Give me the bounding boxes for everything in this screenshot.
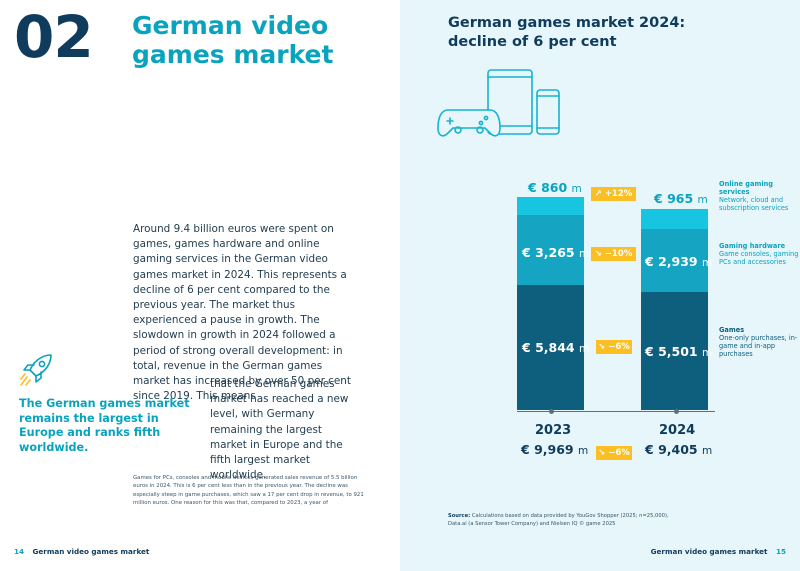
label-2023-games: € 5,844 m [522, 340, 590, 355]
rocket-icon [20, 354, 52, 386]
label-2024-hardware: € 2,939 m [645, 254, 713, 269]
year-label-2023: 2023 [535, 423, 572, 438]
legend-games: Games One-only purchases, in-game and in… [719, 326, 798, 358]
bar-2024-games [641, 292, 708, 410]
body-paragraph: Around 9.4 billion euros were spent on g… [133, 223, 351, 403]
page-number: 14 [14, 547, 25, 556]
axis-tick-2023 [549, 409, 554, 414]
bar-2023-games [517, 284, 584, 410]
source-note: Source: Calculations based on data provi… [448, 513, 669, 527]
legend-hardware: Gaming hardware Game consoles, gaming PC… [719, 242, 799, 266]
footnote-text: Games for PCs, consoles and mobile devic… [133, 475, 364, 507]
footer-left: 14 German video games market [14, 547, 149, 556]
right-page [400, 0, 800, 571]
body-paragraph-continued: that the German games market has reached… [210, 378, 349, 482]
year-label-2024: 2024 [659, 423, 696, 438]
change-badge-total: ↘ −6% [596, 446, 632, 460]
chart-title: German games market 2024: decline of 6 p… [448, 15, 686, 50]
footer-right: German video games market 15 [651, 547, 786, 556]
label-2023-online: € 860 m [528, 180, 582, 195]
change-badge-online: ↗ +12% [591, 187, 636, 201]
total-2024: € 9,405 m [645, 442, 713, 457]
callout-text: The German games market remains the larg… [19, 397, 190, 454]
chapter-number: 02 [14, 3, 94, 71]
label-2024-games: € 5,501 m [645, 344, 713, 359]
x-axis-line [517, 411, 715, 412]
left-page: 02 German video games market Around 9.4 … [14, 3, 364, 556]
footer-title-right: German video games market [650, 547, 768, 556]
legend-online: Online gaming services Network, cloud an… [719, 180, 789, 212]
label-2023-hardware: € 3,265 m [522, 245, 590, 260]
chapter-title: German video games market [132, 11, 334, 69]
page-number-right: 15 [775, 547, 786, 556]
bar-2023-online [517, 196, 584, 216]
devices-icon [437, 69, 560, 137]
change-badge-hardware: ↘ −10% [591, 247, 636, 261]
bar-2024-hardware [641, 229, 708, 293]
bar-2023-hardware [517, 215, 584, 285]
bar-2024-online [641, 208, 708, 230]
change-badge-games: ↘ −6% [596, 340, 632, 354]
axis-tick-2024 [674, 409, 679, 414]
label-2024-online: € 965 m [654, 191, 708, 206]
total-2023: € 9,969 m [521, 442, 589, 457]
footer-title: German video games market [32, 547, 150, 556]
